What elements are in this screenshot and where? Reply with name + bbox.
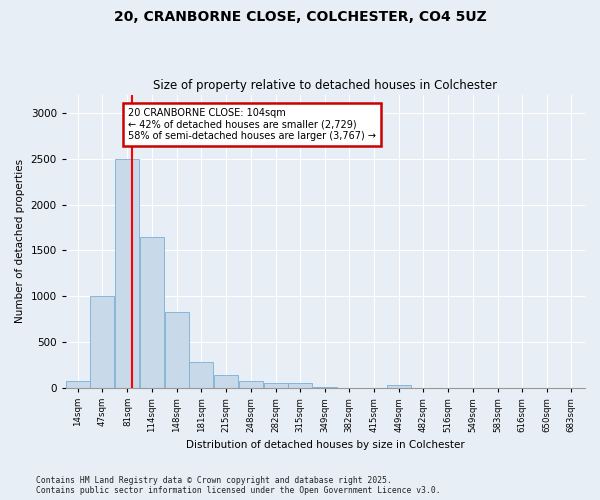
Bar	[313, 387, 337, 388]
Bar	[288, 383, 312, 388]
Bar	[189, 362, 213, 388]
Bar	[165, 312, 189, 388]
Y-axis label: Number of detached properties: Number of detached properties	[15, 159, 25, 323]
Bar	[91, 296, 115, 388]
Text: 20 CRANBORNE CLOSE: 104sqm
← 42% of detached houses are smaller (2,729)
58% of s: 20 CRANBORNE CLOSE: 104sqm ← 42% of deta…	[128, 108, 376, 142]
Bar	[66, 382, 90, 388]
Bar	[140, 236, 164, 388]
Bar	[263, 382, 287, 388]
Bar	[387, 385, 411, 388]
X-axis label: Distribution of detached houses by size in Colchester: Distribution of detached houses by size …	[186, 440, 465, 450]
Title: Size of property relative to detached houses in Colchester: Size of property relative to detached ho…	[154, 79, 497, 92]
Bar	[115, 158, 139, 388]
Bar	[214, 375, 238, 388]
Bar	[239, 382, 263, 388]
Text: 20, CRANBORNE CLOSE, COLCHESTER, CO4 5UZ: 20, CRANBORNE CLOSE, COLCHESTER, CO4 5UZ	[113, 10, 487, 24]
Text: Contains HM Land Registry data © Crown copyright and database right 2025.
Contai: Contains HM Land Registry data © Crown c…	[36, 476, 440, 495]
